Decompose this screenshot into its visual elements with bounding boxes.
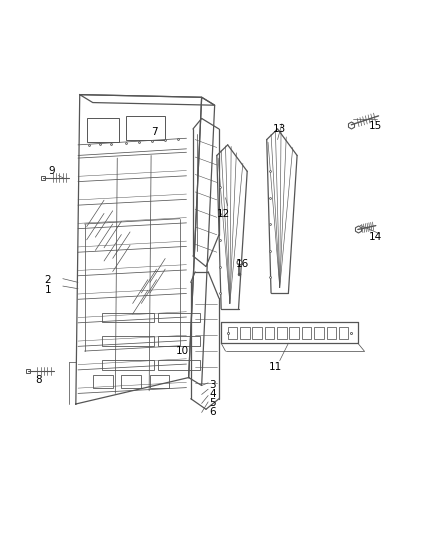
Bar xyxy=(158,336,200,346)
Bar xyxy=(158,312,200,322)
Text: 9: 9 xyxy=(49,166,55,176)
Bar xyxy=(252,327,262,339)
Text: 12: 12 xyxy=(217,208,230,219)
Text: 5: 5 xyxy=(209,399,216,408)
Text: 11: 11 xyxy=(269,362,282,372)
Bar xyxy=(277,327,287,339)
Bar xyxy=(93,375,113,388)
Text: 2: 2 xyxy=(44,274,51,285)
Text: 1: 1 xyxy=(44,285,51,295)
Text: 13: 13 xyxy=(273,124,286,134)
Bar xyxy=(240,327,250,339)
Bar xyxy=(265,327,274,339)
Text: 16: 16 xyxy=(236,259,250,269)
Text: 14: 14 xyxy=(368,232,382,243)
Bar xyxy=(102,360,154,369)
Bar xyxy=(102,312,154,322)
Text: 8: 8 xyxy=(35,375,42,385)
Text: 6: 6 xyxy=(209,407,216,417)
Text: 3: 3 xyxy=(209,381,216,391)
Bar xyxy=(228,327,237,339)
Bar xyxy=(327,327,336,339)
Bar xyxy=(290,327,299,339)
Text: 10: 10 xyxy=(176,346,189,356)
Bar xyxy=(121,375,141,388)
Text: 4: 4 xyxy=(209,390,216,399)
Bar xyxy=(158,360,200,369)
Bar xyxy=(150,375,169,388)
Bar xyxy=(314,327,324,339)
Bar xyxy=(102,336,154,346)
Bar xyxy=(302,327,311,339)
Bar xyxy=(126,116,165,140)
Bar xyxy=(339,327,349,339)
Bar xyxy=(87,118,119,142)
Text: 7: 7 xyxy=(151,127,157,136)
Text: 15: 15 xyxy=(368,122,382,131)
